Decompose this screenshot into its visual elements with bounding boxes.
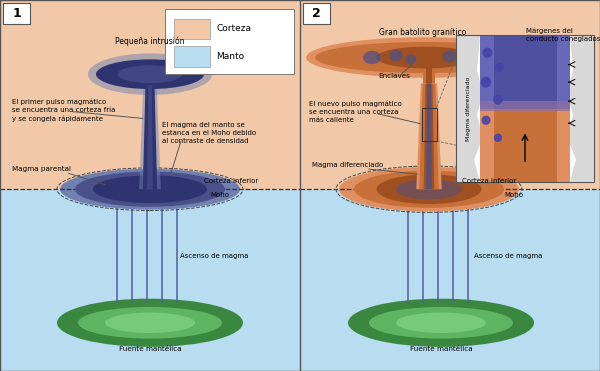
Polygon shape — [419, 83, 439, 189]
Ellipse shape — [96, 59, 204, 89]
Polygon shape — [426, 83, 432, 189]
Bar — [303, 3, 330, 24]
Text: Fuente mantélica: Fuente mantélica — [119, 347, 181, 352]
Text: Magma diferenciado: Magma diferenciado — [312, 162, 383, 168]
Ellipse shape — [482, 47, 493, 58]
Ellipse shape — [363, 51, 381, 64]
Ellipse shape — [306, 37, 546, 78]
Ellipse shape — [118, 65, 182, 83]
Bar — [480, 101, 570, 182]
Ellipse shape — [377, 174, 482, 204]
Ellipse shape — [472, 52, 488, 65]
Bar — [493, 101, 557, 182]
Text: El nuevo pulso magmático
se encuentra una corteza
más caliente: El nuevo pulso magmático se encuentra un… — [309, 100, 402, 123]
Ellipse shape — [339, 167, 519, 211]
Bar — [456, 35, 594, 182]
Bar — [480, 101, 570, 111]
Bar — [493, 35, 557, 108]
Ellipse shape — [57, 299, 243, 347]
Polygon shape — [424, 83, 434, 189]
Ellipse shape — [348, 299, 534, 347]
Bar — [456, 35, 594, 182]
Ellipse shape — [315, 42, 537, 73]
Text: Fuente mantélica: Fuente mantélica — [410, 347, 472, 352]
Text: Pequeña intrusión: Pequeña intrusión — [115, 37, 185, 46]
Ellipse shape — [105, 312, 195, 333]
Text: Corteza: Corteza — [216, 24, 251, 33]
Ellipse shape — [443, 50, 458, 62]
Bar — [300, 0, 600, 189]
Bar — [0, 189, 300, 371]
Bar — [165, 9, 294, 74]
Text: El magma del manto se
estanca en el Moho debido
al contraste de densidad: El magma del manto se estanca en el Moho… — [162, 122, 256, 144]
Polygon shape — [143, 85, 157, 189]
Polygon shape — [567, 35, 594, 182]
Bar — [3, 3, 30, 24]
Text: Moho: Moho — [210, 192, 229, 198]
Polygon shape — [456, 35, 483, 182]
Polygon shape — [139, 85, 161, 189]
Ellipse shape — [88, 53, 212, 95]
Text: Manto: Manto — [216, 52, 244, 61]
Polygon shape — [146, 74, 155, 85]
Bar — [174, 19, 210, 39]
Text: Corteza inferior: Corteza inferior — [204, 178, 258, 184]
Ellipse shape — [396, 179, 462, 200]
Bar — [300, 189, 600, 371]
Text: 2: 2 — [312, 7, 321, 20]
Bar — [421, 108, 437, 141]
Bar — [0, 0, 300, 189]
Ellipse shape — [93, 175, 207, 203]
Polygon shape — [147, 85, 153, 189]
Ellipse shape — [481, 76, 491, 88]
Ellipse shape — [75, 171, 225, 207]
Ellipse shape — [495, 63, 504, 72]
Polygon shape — [416, 83, 442, 189]
Text: Ascenso de magma: Ascenso de magma — [180, 253, 248, 259]
Ellipse shape — [389, 50, 403, 62]
Ellipse shape — [354, 171, 504, 208]
Text: Enclaves: Enclaves — [378, 73, 410, 79]
Text: Moho: Moho — [504, 192, 523, 198]
Text: Magma parental: Magma parental — [12, 166, 71, 172]
Bar — [174, 46, 210, 67]
Bar — [480, 35, 570, 108]
Polygon shape — [423, 62, 435, 83]
Ellipse shape — [396, 312, 486, 333]
Text: Márgenes del
conducto coneglados: Márgenes del conducto coneglados — [527, 28, 600, 42]
Text: Magma diferenciado: Magma diferenciado — [466, 76, 471, 141]
Text: El primer pulso magmático
se encuentra una corteza fría
y se congela rápidamente: El primer pulso magmático se encuentra u… — [12, 98, 115, 122]
Text: Ascenso de magma: Ascenso de magma — [474, 253, 542, 259]
Ellipse shape — [60, 169, 240, 210]
Ellipse shape — [494, 134, 502, 142]
Text: 1: 1 — [12, 7, 21, 20]
Ellipse shape — [482, 116, 491, 125]
Text: Corteza inferior: Corteza inferior — [462, 178, 516, 184]
Polygon shape — [426, 62, 432, 83]
Ellipse shape — [369, 307, 513, 338]
Ellipse shape — [495, 51, 507, 60]
Text: Gran batolito granítico: Gran batolito granítico — [379, 28, 467, 37]
Ellipse shape — [78, 307, 222, 338]
Ellipse shape — [493, 95, 503, 105]
Ellipse shape — [376, 47, 476, 68]
Ellipse shape — [406, 54, 416, 65]
